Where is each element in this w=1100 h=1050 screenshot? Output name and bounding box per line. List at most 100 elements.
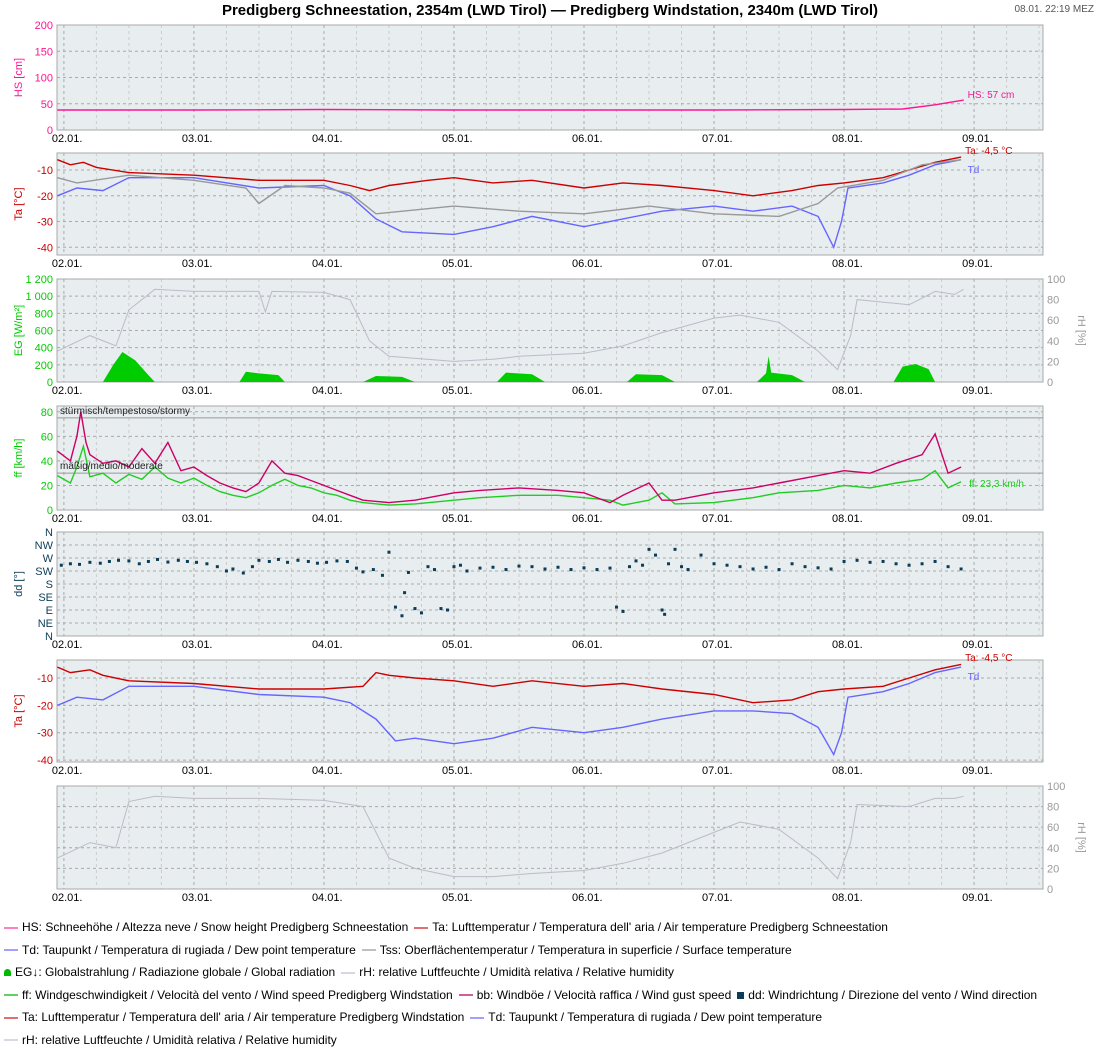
x-tick-label: 02.01. [52, 765, 83, 777]
ta-line [57, 663, 962, 704]
x-tick-label: 07.01. [702, 258, 733, 270]
y2-tick-label: 20 [1047, 863, 1059, 875]
y-tick-label: 1 000 [25, 291, 53, 303]
legend-item: Td: Taupunkt / Temperatura di rugiada / … [4, 941, 356, 959]
dd-point [380, 573, 384, 577]
current-value-label: HS: 57 cm [968, 90, 1015, 101]
x-tick-label: 05.01. [442, 639, 473, 651]
dd-point [699, 553, 703, 557]
legend-row: rH: relative Luftfeuchte / Umidità relat… [4, 1031, 1043, 1050]
x-tick-label: 07.01. [702, 639, 733, 651]
threshold-label: mäßig/medio/moderate [60, 461, 163, 472]
legend-item: bb: Windböe / Velocità raffica / Wind gu… [458, 986, 732, 1004]
td-line [57, 159, 962, 250]
x-tick-label: 08.01. [832, 639, 863, 651]
legend-swatch-icon [4, 994, 18, 997]
dd-point [868, 560, 872, 564]
dd-point [432, 568, 436, 572]
dd-point [628, 565, 632, 569]
x-tick-label: 03.01. [182, 639, 213, 651]
x-tick-label: 04.01. [312, 513, 343, 525]
x-tick-label: 06.01. [572, 258, 603, 270]
dd-point [267, 559, 271, 563]
y-tick-label: -40 [37, 242, 53, 254]
dd-point [413, 607, 417, 611]
x-tick-label: 09.01. [962, 639, 993, 651]
dd-point [712, 562, 716, 566]
legend-item: Td: Taupunkt / Temperatura di rugiada / … [470, 1008, 822, 1026]
y-tick-label: -40 [37, 755, 53, 767]
x-tick-label: 06.01. [572, 133, 603, 145]
dd-point [406, 570, 410, 574]
y-axis-label: dd [°] [13, 571, 25, 597]
dd-point [491, 565, 495, 569]
x-tick-label: 04.01. [312, 385, 343, 397]
dd-point [933, 559, 937, 563]
x-tick-label: 08.01. [832, 133, 863, 145]
dd-point [325, 560, 329, 564]
eg-area [57, 352, 975, 382]
dd-point [195, 560, 199, 564]
y-tick-label: 0 [47, 125, 53, 137]
x-tick-label: 09.01. [962, 765, 993, 777]
dd-point [354, 566, 358, 570]
legend-swatch-icon [341, 971, 356, 974]
y-tick-label: W [43, 553, 54, 565]
x-tick-label: 05.01. [442, 892, 473, 904]
dd-point [777, 568, 781, 572]
panel-background [56, 152, 1044, 256]
x-tick-label: 04.01. [312, 892, 343, 904]
y-tick-label: 400 [35, 343, 53, 355]
legend-label: Td: Taupunkt / Temperatura di rugiada / … [488, 1010, 823, 1024]
current-value-label: Ta: -4,5 °C [965, 653, 1012, 664]
dd-point [306, 559, 310, 563]
chart-title: Predigberg Schneestation, 2354m (LWD Tir… [221, 2, 879, 19]
y-tick-label: 40 [41, 456, 53, 468]
td-line [57, 666, 962, 757]
dd-point [250, 565, 254, 569]
x-tick-label: 03.01. [182, 892, 213, 904]
legend-label: HS: Schneehöhe / Altezza neve / Snow hei… [22, 920, 409, 934]
y-tick-label: 200 [35, 20, 53, 32]
ff-line [57, 443, 962, 506]
y-tick-label: 80 [41, 407, 53, 419]
y-tick-label: NW [35, 540, 54, 552]
x-tick-label: 07.01. [702, 133, 733, 145]
y-tick-label: -20 [37, 700, 53, 712]
current-value-label: ff: 23,3 km/h [969, 479, 1024, 490]
x-tick-label: 07.01. [702, 892, 733, 904]
x-tick-label: 05.01. [442, 258, 473, 270]
dd-point [127, 559, 131, 563]
dd-point [543, 567, 547, 571]
legend: HS: Schneehöhe / Altezza neve / Snow hei… [4, 918, 1043, 1050]
x-tick-label: 03.01. [182, 258, 213, 270]
y-tick-label: -10 [37, 165, 53, 177]
td-label: Td [968, 672, 980, 683]
x-tick-label: 05.01. [442, 765, 473, 777]
dd-point [361, 570, 365, 574]
y-tick-label: 0 [47, 505, 53, 517]
dd-point [790, 562, 794, 566]
ta-line [57, 156, 962, 197]
dd-point [556, 565, 560, 569]
x-tick-label: 02.01. [52, 892, 83, 904]
y-tick-label: 100 [35, 73, 53, 85]
x-tick-label: 08.01. [832, 892, 863, 904]
dd-point [816, 566, 820, 570]
dd-point [738, 565, 742, 569]
dd-point [641, 563, 645, 567]
legend-label: rH: relative Luftfeuchte / Umidità relat… [359, 965, 674, 979]
dd-point [842, 559, 846, 563]
y-tick-label: N [45, 631, 53, 643]
panel-background [56, 405, 1044, 511]
x-tick-label: 03.01. [182, 385, 213, 397]
y-tick-label: -20 [37, 191, 53, 203]
dd-point [185, 559, 189, 563]
dd-point [335, 559, 339, 563]
legend-swatch-icon [361, 949, 376, 952]
x-tick-label: 04.01. [312, 258, 343, 270]
legend-label: bb: Windböe / Velocità raffica / Wind gu… [476, 987, 732, 1002]
bb-line [56, 411, 962, 504]
x-tick-label: 08.01. [832, 385, 863, 397]
dd-point [215, 565, 219, 569]
